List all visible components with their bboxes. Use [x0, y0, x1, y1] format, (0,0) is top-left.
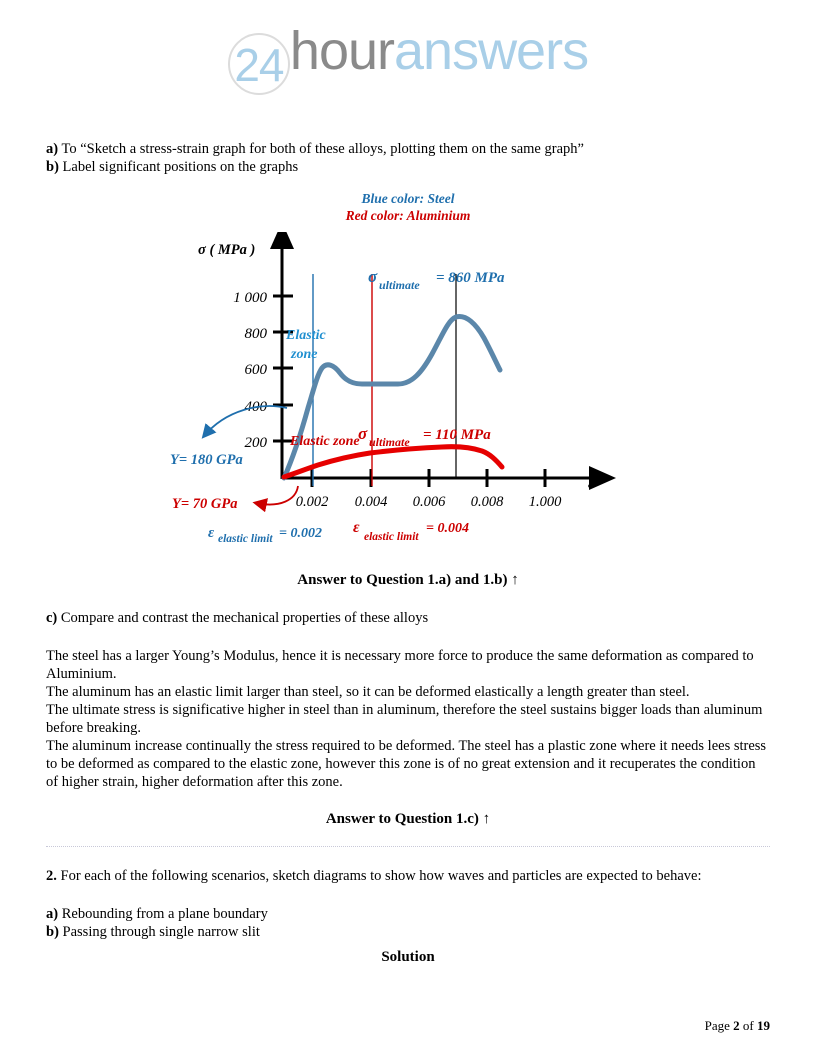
answer-c-line-2: The aluminum has an elastic limit larger…	[46, 684, 690, 700]
steel-modulus-arrow	[201, 405, 288, 439]
alum-sigma-symbol: σ	[358, 424, 368, 443]
solution-heading: Solution	[381, 949, 435, 965]
steel-elastic-limit-annotation: ε elastic limit = 0.002	[208, 525, 322, 545]
aluminium-ultimate-annotation: σ ultimate = 110 MPa	[358, 424, 491, 449]
color-legend: Blue color: Steel Red color: Aluminium	[46, 190, 770, 224]
site-logo: 24 houranswers	[0, 16, 816, 96]
alum-sigma-subscript: ultimate	[369, 435, 410, 449]
y-tick-label-1000: 1 000	[233, 290, 267, 306]
answer-1c-heading: Answer to Question 1.c) ↑	[325, 811, 491, 827]
y-tick-label-200: 200	[245, 435, 268, 451]
question-2-text: For each of the following scenarios, ske…	[60, 868, 702, 884]
steel-curve	[281, 313, 503, 481]
question-2b-text: Passing through single narrow slit	[62, 924, 260, 940]
alum-eps-value: = 0.004	[426, 521, 469, 536]
steel-elastic-zone-line1: Elastic	[285, 328, 326, 343]
aluminium-elastic-limit-annotation: ε elastic limit = 0.004	[353, 519, 469, 543]
y-tick-label-800: 800	[245, 326, 268, 342]
question-1c-text: Compare and contrast the mechanical prop…	[60, 610, 429, 626]
steel-sigma-symbol: σ	[368, 267, 378, 286]
answer-c-line-1: The steel has a larger Young’s Modulus, …	[46, 648, 754, 682]
logo-text: 24 houranswers	[227, 16, 589, 95]
footer-current-page: 2	[733, 1018, 740, 1033]
aluminium-curve	[281, 444, 505, 480]
logo-word-answers: answers	[394, 21, 589, 81]
steel-elastic-zone-annotation: Elastic zone	[285, 328, 326, 362]
steel-sigma-subscript: ultimate	[379, 278, 420, 292]
question-1c-label: c)	[46, 610, 58, 626]
stress-strain-chart: σ ( MPa ) ε 1 000 800 600 400 200 0.002 …	[150, 232, 620, 552]
steel-elastic-zone-line2: zone	[290, 347, 317, 362]
question-1a: a) To “Sketch a stress-strain graph for …	[46, 140, 770, 158]
answer-c-line-4: The aluminum increase continually the st…	[46, 738, 767, 790]
steel-eps-subscript: elastic limit	[218, 533, 273, 545]
x-tick-label-0008: 0.008	[471, 494, 504, 510]
answer-c-line-3: The ultimate stress is significative hig…	[46, 702, 763, 736]
y-tick-label-600: 600	[245, 362, 268, 378]
question-1b-label: b)	[46, 159, 59, 175]
question-2b: b) Passing through single narrow slit	[46, 923, 770, 941]
alum-modulus-arrow	[252, 485, 299, 513]
question-2: 2. For each of the following scenarios, …	[46, 867, 770, 885]
alum-eps-subscript: elastic limit	[364, 531, 419, 543]
question-2a-label: a)	[46, 906, 59, 922]
question-1c: c) Compare and contrast the mechanical p…	[46, 609, 770, 627]
document-body: a) To “Sketch a stress-strain graph for …	[46, 140, 770, 966]
question-2a: a) Rebounding from a plane boundary	[46, 905, 770, 923]
question-1b-text: Label significant positions on the graph…	[62, 159, 299, 175]
answer-1ab-heading: Answer to Question 1.a) and 1.b) ↑	[297, 572, 519, 588]
question-1a-text: To “Sketch a stress-strain graph for bot…	[61, 141, 584, 157]
x-tick-label-0002: 0.002	[296, 494, 329, 510]
alum-elastic-zone-label: Elastic zone	[289, 434, 360, 449]
footer-middle: of	[739, 1018, 757, 1033]
question-1a-label: a)	[46, 141, 59, 157]
legend-aluminium: Red color: Aluminium	[345, 208, 471, 223]
alum-modulus-label: Y= 70 GPa	[172, 496, 237, 512]
x-tick-label-0004: 0.004	[355, 494, 388, 510]
steel-ultimate-annotation: σ ultimate = 860 MPa	[368, 267, 505, 292]
question-2b-label: b)	[46, 924, 59, 940]
question-2-number: 2.	[46, 868, 57, 884]
logo-badge-24: 24	[227, 33, 290, 95]
y-axis-title: σ ( MPa )	[198, 242, 255, 258]
alum-sigma-value: = 110 MPa	[423, 427, 491, 443]
steel-eps-value: = 0.002	[279, 526, 322, 541]
footer-total-pages: 19	[757, 1018, 770, 1033]
page-number-footer: Page 2 of 19	[705, 1018, 770, 1034]
question-2a-text: Rebounding from a plane boundary	[61, 906, 268, 922]
steel-modulus-label: Y= 180 GPa	[170, 452, 243, 468]
legend-steel: Blue color: Steel	[361, 191, 455, 206]
steel-eps-symbol: ε	[208, 525, 215, 541]
footer-prefix: Page	[704, 1018, 734, 1033]
x-tick-label-1000: 1.000	[529, 494, 562, 510]
alum-eps-symbol: ε	[353, 519, 360, 536]
question-1b: b) Label significant positions on the gr…	[46, 158, 770, 176]
section-divider	[46, 846, 770, 847]
steel-sigma-value: = 860 MPa	[436, 270, 505, 286]
logo-word-hour: hour	[289, 21, 395, 81]
x-tick-label-0006: 0.006	[413, 494, 446, 510]
